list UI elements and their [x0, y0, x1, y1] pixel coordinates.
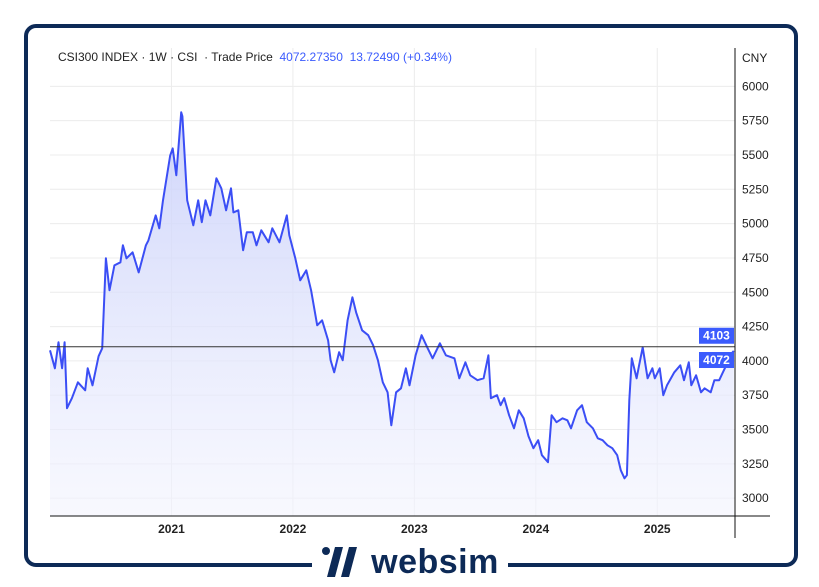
- y-tick-label: 3250: [742, 457, 769, 471]
- websim-logo: websim: [312, 540, 508, 584]
- websim-logo-text: websim: [371, 543, 499, 581]
- y-tick-label: 5750: [742, 114, 769, 128]
- separator: ·: [141, 50, 146, 64]
- exchange: CSI: [177, 50, 198, 64]
- price-area-fill: [50, 112, 734, 517]
- price-change: 13.72490 (+0.34%): [349, 50, 452, 64]
- last-price: 4072.27350: [279, 50, 343, 64]
- x-tick-label: 2021: [158, 522, 185, 536]
- separator: ·: [170, 50, 175, 64]
- y-tick-label: 3750: [742, 388, 769, 402]
- price-label: 4072: [703, 353, 730, 367]
- separator: ·: [204, 50, 209, 64]
- y-tick-label: 4750: [742, 251, 769, 265]
- x-tick-label: 2024: [522, 522, 549, 536]
- y-tick-label: 3500: [742, 423, 769, 437]
- price-type: Trade Price: [211, 50, 273, 64]
- price-line: [49, 111, 735, 480]
- price-label-bg: [699, 352, 734, 369]
- y-tick-label: 4000: [742, 354, 769, 368]
- y-tick-label: 3000: [742, 491, 769, 505]
- price-label: 4103: [703, 329, 730, 343]
- y-tick-label: 4500: [742, 285, 769, 299]
- interval[interactable]: 1W: [148, 50, 167, 64]
- price-label-bg: [699, 327, 734, 344]
- y-tick-label: 5000: [742, 217, 769, 231]
- y-tick-label: 4250: [742, 320, 769, 334]
- symbol-name: CSI300 INDEX: [58, 50, 139, 64]
- y-tick-label: 6000: [742, 79, 769, 93]
- websim-logo-icon: [322, 547, 358, 577]
- chart-header: CSI300 INDEX · 1W · CSI · Trade Price 40…: [58, 50, 452, 64]
- y-tick-label: 5250: [742, 182, 769, 196]
- x-tick-label: 2022: [280, 522, 307, 536]
- y-tick-label: 5500: [742, 148, 769, 162]
- currency-label: CNY: [742, 51, 767, 65]
- x-tick-label: 2023: [401, 522, 428, 536]
- x-tick-label: 2025: [644, 522, 671, 536]
